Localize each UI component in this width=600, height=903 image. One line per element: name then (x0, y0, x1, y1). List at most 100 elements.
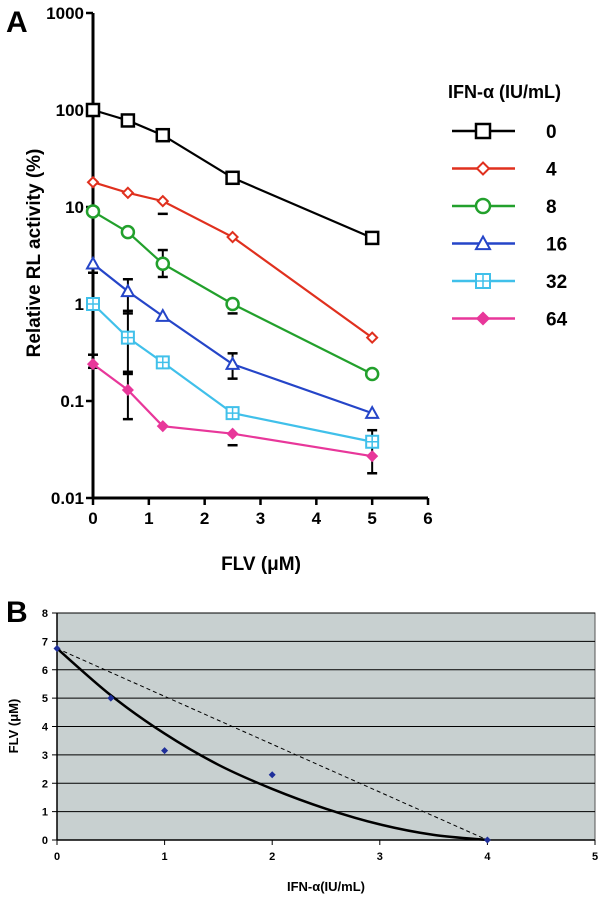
data-point (85, 255, 101, 270)
panel-a-series (85, 102, 380, 463)
data-point (120, 283, 136, 298)
series-0 (85, 102, 380, 246)
series-16 (85, 255, 380, 419)
data-point (474, 234, 492, 251)
data-point (85, 102, 101, 118)
y-tick-label: 6 (42, 665, 48, 677)
x-tick-label: 3 (256, 509, 265, 528)
data-point (156, 420, 169, 433)
y-tick-label: 0 (42, 835, 48, 847)
legend-label: 32 (546, 272, 567, 293)
legend-label: 0 (546, 122, 557, 143)
y-tick-label: 10 (65, 198, 84, 217)
y-tick-label: 0.1 (60, 392, 84, 411)
data-point (474, 122, 492, 140)
data-point (225, 296, 240, 312)
x-tick-label: 1 (144, 509, 153, 528)
panel-b-lines (56, 647, 488, 842)
data-point (226, 427, 239, 440)
data-point (364, 366, 380, 382)
x-tick-label: 5 (367, 509, 376, 528)
panel-a-legend: IFN-α (IU/mL) 0 4 8 16 32 64 (448, 82, 568, 331)
data-point (121, 186, 135, 200)
series-8 (85, 204, 380, 382)
y-tick-label: 5 (42, 693, 48, 705)
data-point (86, 358, 100, 371)
data-point (107, 694, 115, 702)
data-point (474, 197, 492, 215)
y-tick-label: 0.01 (51, 489, 84, 508)
data-point (156, 194, 170, 208)
x-tick-label: 1 (162, 851, 168, 863)
series-4 (86, 175, 379, 345)
legend-title: IFN-α (IU/mL) (448, 82, 561, 102)
x-tick-label: 3 (377, 851, 383, 863)
x-tick-label: 4 (312, 509, 322, 528)
y-tick-label: 8 (42, 608, 48, 620)
legend-entry-16: 16 (452, 234, 567, 256)
x-tick-label: 5 (592, 851, 598, 863)
data-point (268, 771, 276, 779)
panel-b-letter: B (6, 596, 28, 629)
legend-label: 64 (546, 310, 568, 331)
data-point (226, 230, 239, 244)
x-tick-label: 6 (423, 509, 432, 528)
data-point (364, 405, 380, 419)
legend-entry-32: 32 (452, 272, 567, 293)
panel-a-error-bars (88, 212, 378, 475)
y-tick-label: 100 (56, 101, 84, 120)
y-tick-label: 1 (75, 295, 84, 314)
fit-curve (56, 647, 488, 842)
panel-a-x-axis-title: FLV (μM) (221, 554, 301, 575)
data-point (53, 644, 61, 652)
panel-b-points (53, 644, 491, 844)
y-tick-label: 4 (42, 722, 49, 734)
panel-a-axes (91, 13, 428, 500)
y-tick-label: 3 (42, 750, 48, 762)
legend-entry-8: 8 (452, 197, 557, 218)
series-32 (86, 297, 380, 449)
x-tick-label: 0 (54, 851, 60, 863)
legend-label: 8 (546, 197, 557, 218)
panel-b-chart: 0 1 2 3 4 5 0 1 2 3 4 5 6 7 8 IFN-α(IU/mL) FLV (μM) (6, 608, 598, 894)
y-tick-label: 2 (42, 778, 48, 790)
data-point (225, 170, 240, 186)
data-point (365, 331, 379, 345)
data-point (155, 256, 171, 271)
legend-entry-4: 4 (452, 160, 557, 181)
y-tick-label: 1000 (46, 4, 84, 23)
panel-a-chart: 0 1 2 3 4 5 6 0.01 0.1 1 10 100 1000 FLV (μM) Relati… (24, 4, 568, 575)
x-tick-label: 0 (88, 509, 97, 528)
legend-entry-64: 64 (452, 310, 568, 331)
x-tick-label: 2 (200, 509, 209, 528)
data-point (364, 230, 380, 246)
data-point (155, 308, 171, 322)
data-point (475, 161, 491, 176)
data-point (366, 450, 379, 463)
data-point (121, 383, 134, 397)
panel-a-ticks: 0 1 2 3 4 5 6 0.01 0.1 1 10 100 1000 (46, 4, 433, 528)
y-tick-label: 7 (42, 636, 48, 648)
legend-label: 16 (546, 235, 567, 256)
panel-a-letter: A (6, 6, 28, 39)
panel-b-ticks: 0 1 2 3 4 5 0 1 2 3 4 5 6 7 8 (42, 608, 598, 863)
panel-b-y-axis-title: FLV (μM) (6, 699, 21, 754)
data-point (161, 747, 169, 755)
series-64 (86, 358, 379, 463)
panel-b-x-axis-title: IFN-α(IU/mL) (287, 879, 365, 894)
x-tick-label: 2 (269, 851, 275, 863)
x-tick-label: 4 (484, 851, 491, 863)
legend-label: 4 (546, 160, 557, 181)
y-tick-label: 1 (42, 807, 48, 819)
additivity-line (56, 648, 488, 841)
data-point (120, 224, 136, 240)
data-point (155, 127, 171, 143)
data-point (224, 356, 241, 370)
data-point (86, 175, 100, 189)
data-point (483, 836, 491, 844)
data-point (475, 311, 491, 326)
panel-a-y-axis-title: Relative RL activity (%) (24, 149, 45, 358)
data-point (85, 204, 101, 219)
legend-entry-0: 0 (452, 122, 557, 143)
